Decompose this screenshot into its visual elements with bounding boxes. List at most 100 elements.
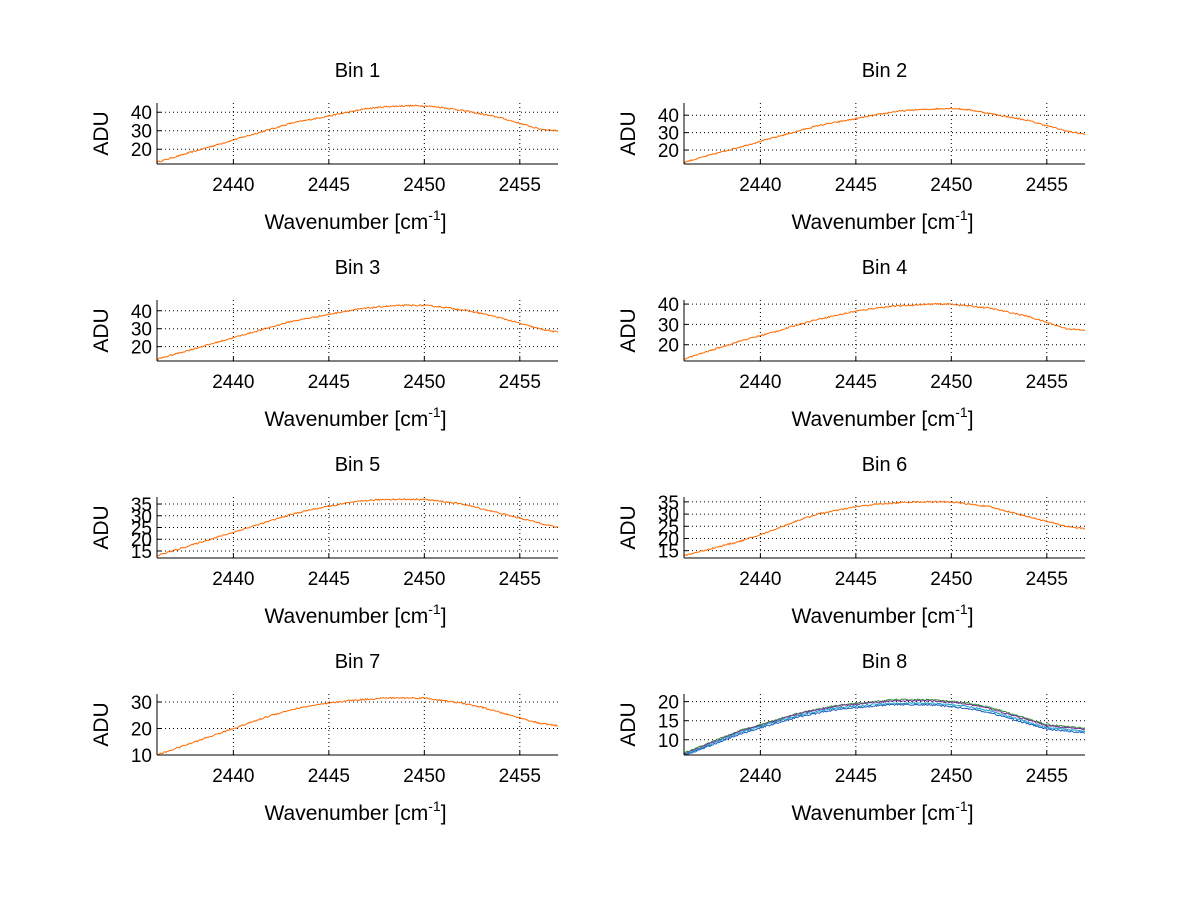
subplot-title: Bin 7 <box>335 651 381 673</box>
x-tick-label: 2440 <box>739 372 781 393</box>
x-tick-label: 2450 <box>930 175 972 196</box>
y-tick-label: 30 <box>131 507 152 528</box>
y-axis-label: ADU <box>90 308 113 352</box>
y-tick-label: 20 <box>131 530 152 551</box>
series-line <box>684 302 1085 360</box>
x-tick-label: 2440 <box>739 175 781 196</box>
x-tick-label: 2450 <box>403 569 445 590</box>
x-tick-label: 2440 <box>739 766 781 787</box>
y-tick-label: 40 <box>131 302 152 323</box>
x-tick-label: 2440 <box>212 569 254 590</box>
x-tick-label: 2450 <box>403 175 445 196</box>
y-tick-label: 40 <box>658 106 679 127</box>
y-tick-label: 25 <box>658 517 679 538</box>
subplot-title: Bin 4 <box>862 257 908 279</box>
x-tick-label: 2450 <box>930 766 972 787</box>
x-tick-label: 2455 <box>499 372 541 393</box>
x-tick-label: 2445 <box>308 175 350 196</box>
x-tick-label: 2445 <box>308 766 350 787</box>
x-tick-label: 2455 <box>1026 766 1068 787</box>
x-axis-label: Wavenumber [cm-1] <box>791 404 973 431</box>
x-tick-label: 2445 <box>835 372 877 393</box>
y-tick-label: 15 <box>658 542 679 563</box>
y-tick-label: 35 <box>658 493 679 514</box>
x-tick-label: 2450 <box>930 372 972 393</box>
series-line <box>157 497 558 557</box>
y-axis-label: ADU <box>617 702 640 746</box>
x-tick-label: 2445 <box>835 175 877 196</box>
subplot-title: Bin 8 <box>862 651 908 673</box>
x-tick-label: 2445 <box>835 766 877 787</box>
subplot-title: Bin 2 <box>862 60 908 82</box>
x-tick-label: 2440 <box>212 372 254 393</box>
series-line <box>684 699 1085 755</box>
x-tick-label: 2445 <box>835 569 877 590</box>
x-tick-label: 2455 <box>1026 569 1068 590</box>
subplot-title: Bin 1 <box>335 60 381 82</box>
y-axis-label: ADU <box>90 111 113 155</box>
x-tick-label: 2450 <box>403 372 445 393</box>
series-line <box>684 107 1085 164</box>
y-axis-label: ADU <box>90 702 113 746</box>
y-axis-label: ADU <box>617 505 640 549</box>
subplot-title: Bin 6 <box>862 454 908 476</box>
series-line <box>684 500 1085 557</box>
series-line <box>684 698 1085 755</box>
x-tick-label: 2440 <box>739 569 781 590</box>
x-tick-label: 2445 <box>308 372 350 393</box>
y-axis-label: ADU <box>617 111 640 155</box>
y-tick-label: 30 <box>658 315 679 336</box>
x-tick-label: 2455 <box>499 569 541 590</box>
x-axis-label: Wavenumber [cm-1] <box>791 207 973 234</box>
series-line <box>684 701 1085 755</box>
subplot-title: Bin 3 <box>335 257 381 279</box>
x-tick-label: 2440 <box>212 766 254 787</box>
subplot-bin-7: 2440 2445 2450 2455 10 20 30 Bin 7 ADU Wavenumber… <box>90 651 558 825</box>
y-axis-label: ADU <box>617 308 640 352</box>
y-tick-label: 40 <box>658 295 679 316</box>
y-tick-label: 30 <box>131 122 152 143</box>
x-tick-label: 2440 <box>212 175 254 196</box>
y-tick-label: 35 <box>131 495 152 516</box>
y-tick-label: 20 <box>658 693 679 714</box>
subplot-title: Bin 5 <box>335 454 381 476</box>
y-tick-label: 20 <box>658 141 679 162</box>
y-tick-label: 25 <box>131 519 152 540</box>
x-tick-label: 2445 <box>308 569 350 590</box>
y-tick-label: 15 <box>131 542 152 563</box>
x-axis-label: Wavenumber [cm-1] <box>264 207 446 234</box>
x-tick-label: 2455 <box>499 766 541 787</box>
y-tick-label: 15 <box>658 712 679 733</box>
series-line <box>684 703 1085 755</box>
x-axis-label: Wavenumber [cm-1] <box>264 798 446 825</box>
x-axis-label: Wavenumber [cm-1] <box>264 601 446 628</box>
y-tick-label: 20 <box>131 140 152 161</box>
x-axis-label: Wavenumber [cm-1] <box>791 798 973 825</box>
y-tick-label: 20 <box>131 338 152 359</box>
x-tick-label: 2455 <box>1026 175 1068 196</box>
x-tick-label: 2450 <box>930 569 972 590</box>
y-tick-label: 30 <box>131 693 152 714</box>
y-tick-label: 30 <box>658 505 679 526</box>
series-line <box>157 304 558 361</box>
y-tick-label: 40 <box>131 103 152 124</box>
y-tick-label: 20 <box>658 336 679 357</box>
y-tick-label: 30 <box>658 124 679 145</box>
series-line <box>157 696 558 755</box>
x-tick-label: 2450 <box>403 766 445 787</box>
y-tick-label: 10 <box>658 731 679 752</box>
y-tick-label: 20 <box>658 529 679 550</box>
x-tick-label: 2455 <box>1026 372 1068 393</box>
y-axis-label: ADU <box>90 505 113 549</box>
x-tick-label: 2455 <box>499 175 541 196</box>
y-tick-label: 10 <box>131 746 152 767</box>
y-tick-label: 30 <box>131 320 152 341</box>
